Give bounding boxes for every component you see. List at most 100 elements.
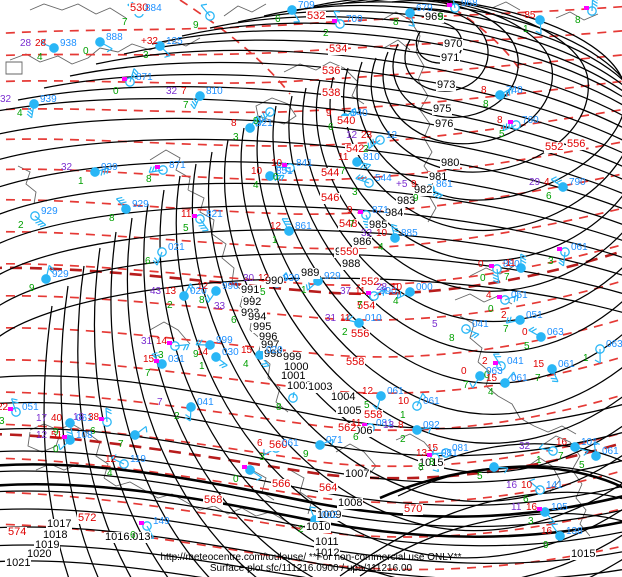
station-dewpoint: 7 bbox=[503, 324, 509, 335]
station-model bbox=[8, 398, 21, 417]
station-dewpoint: 2 bbox=[18, 220, 24, 231]
station-model bbox=[461, 324, 480, 339]
isobar-label: 980 bbox=[440, 157, 461, 169]
station-pressure: 063 bbox=[547, 327, 564, 338]
station-dewpoint: 9 bbox=[303, 449, 309, 460]
station-model bbox=[99, 407, 112, 427]
station-dewpoint: 2 bbox=[323, 28, 329, 39]
station-pressure: 061 bbox=[511, 373, 528, 384]
station-dewpoint: 2 bbox=[400, 434, 406, 445]
isobar-label: 975 bbox=[432, 103, 453, 115]
station-dewpoint: 1 bbox=[78, 176, 84, 187]
station-temperature: 10 bbox=[521, 480, 533, 491]
station-pressure: 061 bbox=[558, 359, 575, 370]
isobar-label: 1015 bbox=[418, 457, 445, 469]
station-pressure: 021 bbox=[168, 242, 185, 253]
station-pressure: 748 bbox=[506, 85, 523, 96]
station-model bbox=[505, 315, 525, 325]
station-dewpoint: 8 bbox=[276, 402, 282, 413]
station-dewpoint: 0 bbox=[53, 444, 59, 455]
station-dewpoint: 9 bbox=[53, 427, 59, 438]
station-pressure: 821 bbox=[256, 118, 273, 129]
station-height: 32 bbox=[0, 94, 12, 105]
isobar-label: 1000 bbox=[283, 361, 310, 373]
station-dewpoint: 3 bbox=[158, 350, 164, 361]
station-dewpoint: 7 bbox=[535, 373, 541, 384]
station-temperature: 11 bbox=[181, 209, 192, 220]
station-dewpoint: 0 bbox=[480, 273, 486, 284]
footer-timestamp: Surface plot sfc/111216.0900 / upa/11121… bbox=[209, 563, 413, 574]
station-dewpoint: 7 bbox=[340, 166, 346, 177]
station-pressure: 821 bbox=[206, 209, 223, 220]
isobar-label: 973 bbox=[436, 79, 457, 91]
station-dewpoint: 8 bbox=[483, 99, 489, 110]
station-pressure: 061 bbox=[602, 446, 619, 457]
station-height: 12 bbox=[36, 430, 48, 441]
station-temperature: 12 bbox=[197, 281, 209, 292]
station-dewpoint: 5 bbox=[260, 287, 266, 298]
station-dewpoint: 1 bbox=[583, 353, 589, 364]
station-pressure: 141 bbox=[546, 480, 563, 491]
station-model bbox=[281, 218, 294, 236]
station-temperature: -11 bbox=[502, 258, 516, 269]
station-dewpoint: 8 bbox=[146, 174, 152, 185]
station-height: 37 bbox=[340, 286, 352, 297]
station-pressure: 709 bbox=[346, 14, 363, 25]
station-temperature: 2 bbox=[501, 310, 507, 321]
station-model bbox=[65, 418, 75, 438]
thickness-label: 530 bbox=[129, 2, 150, 14]
station-model bbox=[390, 223, 400, 243]
station-dewpoint: 3 bbox=[352, 187, 358, 198]
station-pressure: 861 bbox=[436, 179, 453, 190]
station-temperature: 40 bbox=[51, 413, 63, 424]
station-model bbox=[551, 523, 565, 541]
station-model bbox=[152, 247, 167, 266]
station-model bbox=[57, 435, 75, 451]
station-model bbox=[431, 448, 451, 458]
station-dewpoint: 1 bbox=[272, 235, 278, 246]
station-dewpoint: 6 bbox=[130, 530, 136, 541]
thickness-label: 568 bbox=[203, 494, 224, 506]
station-dewpoint: 8 bbox=[418, 462, 424, 473]
station-model bbox=[287, 5, 301, 23]
station-dewpoint: 7 bbox=[118, 439, 124, 450]
station-pressure: 002 bbox=[321, 510, 338, 521]
station-temperature: 11 bbox=[340, 313, 351, 324]
isobar-label: 1002 bbox=[286, 380, 313, 392]
station-model bbox=[90, 167, 109, 177]
station-model bbox=[584, 0, 598, 16]
station-pressure: 061 bbox=[571, 242, 588, 253]
station-model bbox=[495, 87, 513, 100]
station-model bbox=[275, 161, 295, 173]
station-pressure: 851 bbox=[276, 166, 293, 177]
station-pressure: 030 bbox=[222, 347, 239, 358]
station-temperature: 10 bbox=[391, 282, 403, 293]
station-height: 13 bbox=[383, 420, 395, 431]
station-temperature: 10 bbox=[251, 166, 263, 177]
station-dewpoint: 3 bbox=[0, 416, 5, 427]
station-dewpoint: 9 bbox=[193, 20, 199, 31]
station-dewpoint: 9 bbox=[413, 193, 419, 204]
station-dewpoint: 4 bbox=[107, 468, 113, 479]
station-temperature: 13 bbox=[416, 448, 428, 459]
station-dewpoint: 4 bbox=[37, 52, 43, 63]
isobar-label: 1013 bbox=[125, 531, 152, 543]
station-pressure: 000 bbox=[416, 282, 433, 293]
station-pressure: 149 bbox=[153, 516, 170, 527]
station-dewpoint: 0 bbox=[488, 304, 494, 315]
station-pressure: 119 bbox=[130, 454, 146, 465]
station-pressure: 810 bbox=[206, 86, 223, 97]
station-temperature: 8 bbox=[481, 85, 487, 96]
station-model bbox=[412, 392, 427, 411]
isobar-label: 986 bbox=[352, 236, 373, 248]
station-pressure: 929 bbox=[52, 269, 69, 280]
station-temperature: 8 bbox=[398, 420, 404, 431]
isobar-label: 1012 bbox=[314, 547, 341, 559]
station-height: 32 bbox=[361, 228, 373, 239]
thickness-label: 572 bbox=[77, 512, 98, 524]
station-pressure: 041 bbox=[472, 319, 489, 330]
isobar-label: 1004 bbox=[330, 391, 357, 403]
station-model bbox=[192, 214, 209, 232]
station-temperature: 12 bbox=[270, 221, 282, 232]
